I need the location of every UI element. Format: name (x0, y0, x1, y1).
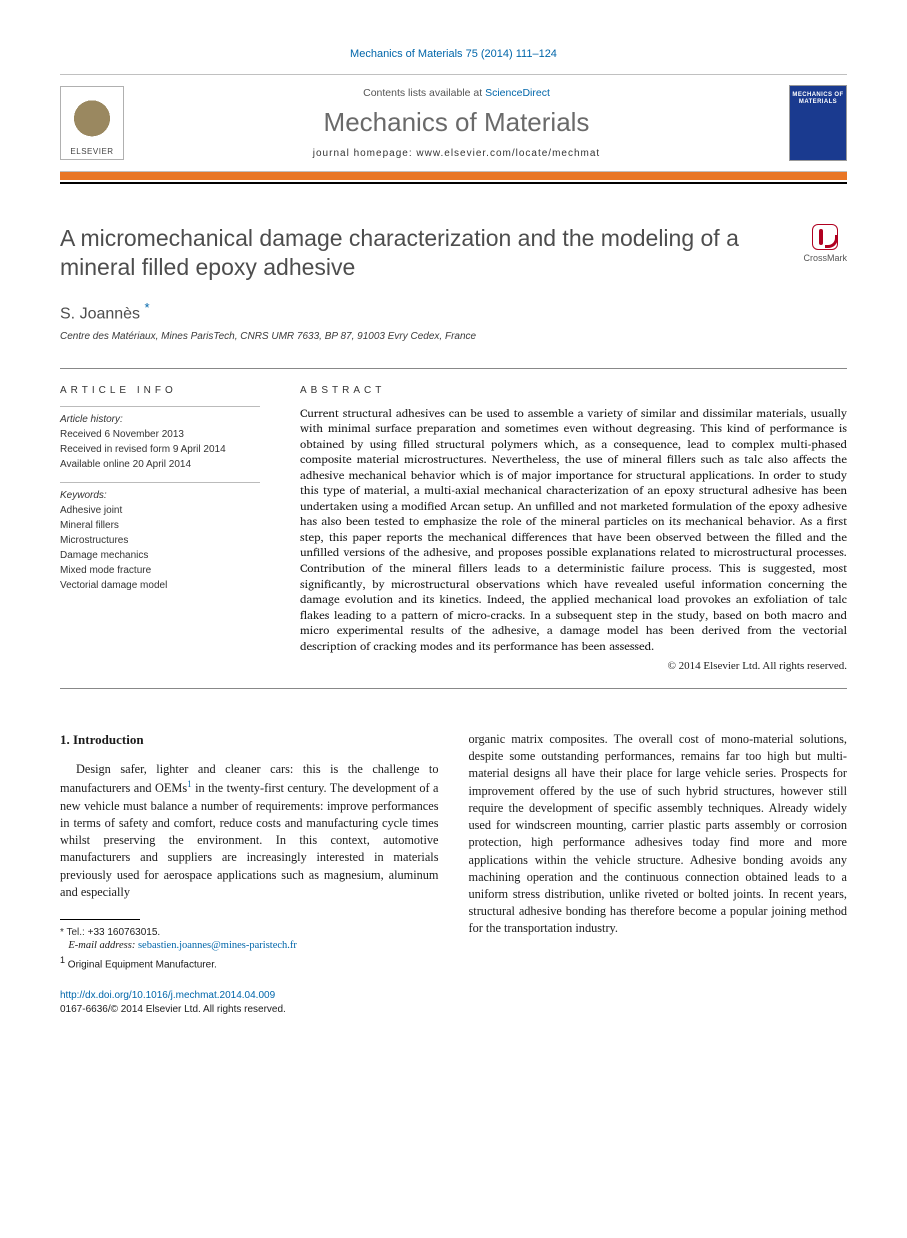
email-label: E-mail address: (68, 940, 138, 951)
journal-cover-thumbnail[interactable]: MECHANICS OF MATERIALS (789, 85, 847, 161)
history-item: Received in revised form 9 April 2014 (60, 443, 260, 457)
crossmark-label: CrossMark (803, 253, 847, 263)
keywords-label: Keywords: (60, 482, 260, 503)
author-email[interactable]: sebastien.joannes@mines-paristech.fr (138, 940, 297, 951)
thin-divider (60, 182, 847, 184)
keyword: Mineral fillers (60, 519, 260, 533)
keyword: Vectorial damage model (60, 579, 260, 593)
keyword: Adhesive joint (60, 504, 260, 518)
body-two-column: 1. Introduction Design safer, lighter an… (60, 731, 847, 1017)
keyword: Microstructures (60, 534, 260, 548)
journal-name: Mechanics of Materials (138, 107, 775, 138)
orange-divider (60, 172, 847, 180)
crossmark-icon (812, 224, 838, 250)
section-heading-intro: 1. Introduction (60, 731, 439, 749)
abstract-heading: ABSTRACT (300, 385, 847, 396)
footnotes-block: * Tel.: +33 160763015. E-mail address: s… (60, 926, 439, 972)
abstract-text: Current structural adhesives can be used… (300, 406, 847, 654)
doi-block: http://dx.doi.org/10.1016/j.mechmat.2014… (60, 989, 439, 1017)
abstract-copyright: © 2014 Elsevier Ltd. All rights reserved… (300, 660, 847, 672)
elsevier-label: ELSEVIER (70, 147, 113, 159)
body-paragraph: Design safer, lighter and cleaner cars: … (60, 761, 439, 901)
author-corresponding-mark[interactable]: * (145, 300, 150, 315)
article-info-heading: ARTICLE INFO (60, 385, 260, 396)
contents-prefix: Contents lists available at (363, 87, 485, 99)
abstract-bottom-rule (60, 688, 847, 689)
elsevier-logo[interactable]: ELSEVIER (60, 86, 124, 160)
header-citation: Mechanics of Materials 75 (2014) 111–124 (60, 48, 847, 60)
elsevier-tree-icon (69, 99, 115, 145)
article-history-label: Article history: (60, 406, 260, 427)
footnote-separator (60, 919, 140, 920)
tel-label: * Tel.: (60, 927, 88, 938)
tel-value: +33 160763015. (88, 927, 161, 938)
corresponding-tel: * Tel.: +33 160763015. (60, 926, 439, 940)
journal-masthead: ELSEVIER Contents lists available at Sci… (60, 74, 847, 172)
body-paragraph: organic matrix composites. The overall c… (469, 731, 848, 937)
article-info-column: ARTICLE INFO Article history: Received 6… (60, 385, 260, 672)
abstract-column: ABSTRACT Current structural adhesives ca… (300, 385, 847, 672)
article-title: A micromechanical damage characterizatio… (60, 224, 787, 282)
cover-thumb-text: MECHANICS OF MATERIALS (790, 92, 846, 105)
keyword: Mixed mode fracture (60, 564, 260, 578)
journal-homepage[interactable]: journal homepage: www.elsevier.com/locat… (138, 148, 775, 159)
history-item: Received 6 November 2013 (60, 428, 260, 442)
para1b: in the twenty-first century. The develop… (60, 782, 439, 899)
footnote-1: 1 Original Equipment Manufacturer. (60, 954, 439, 972)
corresponding-email-line: E-mail address: sebastien.joannes@mines-… (60, 939, 439, 953)
author-name: S. Joannès (60, 305, 140, 322)
footnote-text: Original Equipment Manufacturer. (65, 959, 217, 970)
author-line: S. Joannès * (60, 300, 847, 323)
issn-copyright: 0167-6636/© 2014 Elsevier Ltd. All right… (60, 1003, 439, 1017)
history-item: Available online 20 April 2014 (60, 458, 260, 472)
contents-lists-line: Contents lists available at ScienceDirec… (138, 87, 775, 99)
author-affiliation: Centre des Matériaux, Mines ParisTech, C… (60, 331, 847, 342)
sciencedirect-link[interactable]: ScienceDirect (485, 87, 550, 99)
crossmark-badge[interactable]: CrossMark (803, 224, 847, 263)
doi-link[interactable]: http://dx.doi.org/10.1016/j.mechmat.2014… (60, 989, 439, 1003)
keyword: Damage mechanics (60, 549, 260, 563)
